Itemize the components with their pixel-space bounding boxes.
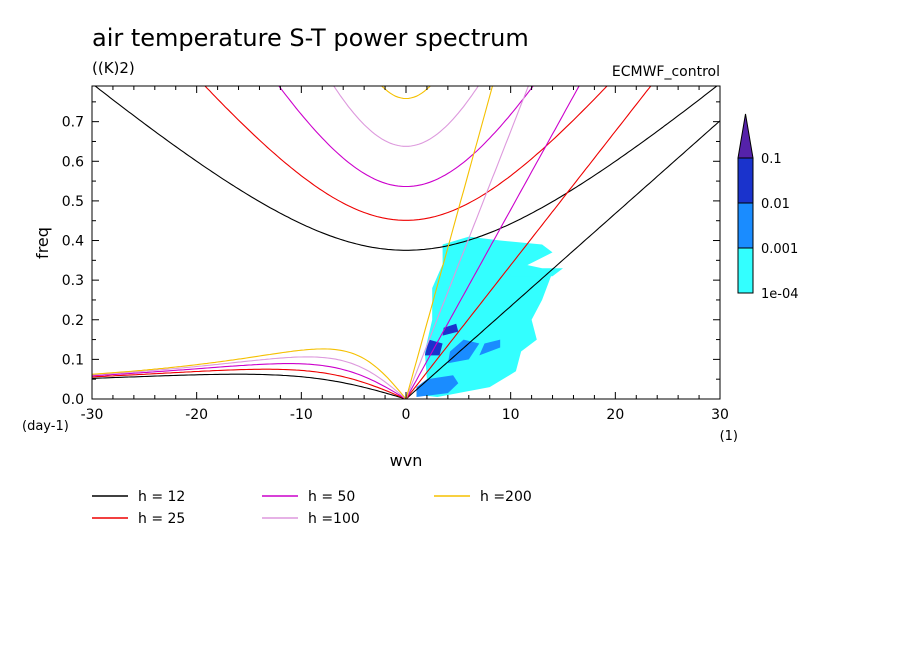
y-unit-label: (day-1) — [22, 419, 69, 434]
legend-label: h =100 — [308, 511, 360, 527]
x-unit-label: (1) — [720, 429, 738, 444]
x-tick-label: 0 — [402, 407, 411, 423]
curve-inertia-gravity-h25 — [204, 86, 608, 221]
y-axis-label: freq — [33, 227, 52, 259]
colorbar-box — [737, 157, 754, 204]
curve-kelvin-h200 — [405, 86, 494, 399]
x-axis-label: wvn — [390, 451, 423, 470]
curve-rossby-h50 — [92, 363, 407, 399]
power-region-5 — [424, 339, 443, 356]
x-tick-label: 30 — [711, 407, 729, 423]
dataset-label: ECMWF_control — [612, 64, 720, 80]
y-tick-label: 0.0 — [62, 392, 84, 408]
power-region-4 — [479, 339, 501, 356]
x-tick-label: -30 — [81, 407, 104, 423]
y-tick-label: 0.1 — [62, 352, 84, 368]
chart-title: air temperature S-T power spectrum — [92, 24, 529, 52]
legend-label: h =200 — [480, 489, 532, 505]
colorbar-label: 0.001 — [761, 242, 798, 257]
x-tick-label: -10 — [290, 407, 313, 423]
plot-frame — [91, 85, 721, 400]
power-region-6 — [442, 323, 459, 336]
legend-label: h = 25 — [138, 511, 185, 527]
y-tick-label: 0.7 — [62, 115, 84, 131]
x-tick-label: 20 — [606, 407, 624, 423]
dispersion-curves — [92, 86, 720, 399]
y-tick-label: 0.6 — [62, 154, 84, 170]
curve-kelvin-h50 — [405, 86, 580, 399]
curve-kelvin-h12 — [405, 120, 720, 399]
power-region-3 — [447, 339, 480, 364]
x-tick-label: -20 — [185, 407, 208, 423]
curve-inertia-gravity-h50 — [278, 86, 534, 188]
colorbar-box — [737, 202, 754, 249]
axes: -30 -20 -10 0 10 20 30 0.0 0.1 0.2 0.3 0.4 0.5 0.6 0.7 — [62, 86, 729, 423]
legend: h = 12 h = 25 h = 50 h =100 h =200 — [92, 489, 532, 527]
y-tick-label: 0.2 — [62, 313, 84, 329]
curve-kelvin-h100 — [405, 86, 529, 399]
curve-inertia-gravity-h100 — [333, 86, 479, 147]
curve-rossby-h200 — [92, 348, 407, 399]
curve-kelvin-h25 — [405, 86, 652, 399]
colorbar-label: 0.01 — [761, 197, 790, 212]
legend-label: h = 12 — [138, 489, 185, 505]
x-tick-label: 10 — [502, 407, 520, 423]
colorbar-label: 1e-04 — [761, 287, 799, 302]
chart-subtitle: ((K)2) — [92, 59, 135, 77]
curve-rossby-h25 — [92, 368, 407, 399]
colorbar-box — [737, 247, 754, 294]
curve-rossby-h100 — [92, 356, 407, 399]
curve-rossby-h12 — [92, 373, 407, 399]
colorbar: 1e-04 0.001 0.01 0.1 — [737, 113, 799, 302]
power-regions — [416, 236, 563, 397]
y-tick-label: 0.3 — [62, 273, 84, 289]
curve-inertia-gravity-h12 — [94, 86, 718, 251]
curve-inertia-gravity-h200 — [380, 86, 432, 100]
colorbar-triangle — [737, 113, 754, 159]
y-tick-label: 0.5 — [62, 194, 84, 210]
y-tick-label: 0.4 — [62, 234, 84, 250]
legend-label: h = 50 — [308, 489, 355, 505]
colorbar-label: 0.1 — [761, 152, 782, 167]
